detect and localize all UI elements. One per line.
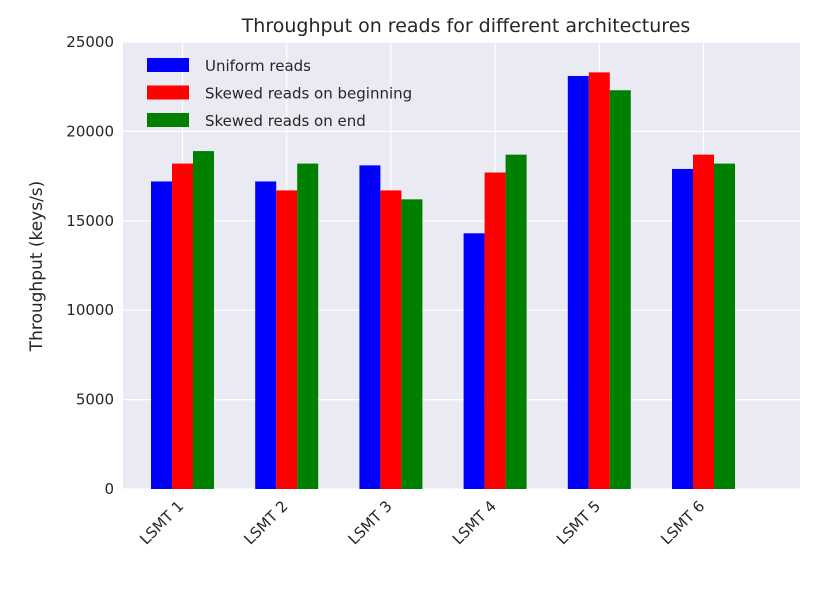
bar bbox=[714, 163, 735, 490]
bar bbox=[380, 190, 402, 490]
legend-label: Uniform reads bbox=[205, 57, 311, 75]
bar bbox=[193, 151, 214, 489]
x-tick-label: LSMT 6 bbox=[657, 497, 708, 548]
bar bbox=[359, 165, 381, 489]
bar bbox=[693, 154, 714, 490]
legend-label: Skewed reads on beginning bbox=[205, 85, 412, 103]
y-tick-label: 0 bbox=[104, 480, 114, 498]
bar bbox=[567, 75, 589, 490]
legend: Uniform reads Skewed reads on beginning Sk… bbox=[147, 57, 412, 130]
y-tick-label: 20000 bbox=[66, 122, 114, 140]
bar bbox=[276, 190, 298, 490]
legend-swatch bbox=[147, 58, 189, 72]
bar bbox=[672, 168, 693, 489]
legend-swatch bbox=[147, 85, 189, 100]
bar bbox=[484, 172, 506, 490]
y-tick-label: 5000 bbox=[76, 391, 114, 409]
legend-label: Skewed reads on end bbox=[205, 112, 366, 130]
y-tick-label: 10000 bbox=[66, 301, 114, 319]
x-tick-label: LSMT 4 bbox=[449, 497, 500, 548]
y-tick-label: 25000 bbox=[66, 33, 114, 51]
bar bbox=[151, 181, 172, 490]
legend-swatch bbox=[147, 113, 189, 127]
y-axis-label: Throughput (keys/s) bbox=[27, 181, 47, 353]
bar bbox=[463, 233, 485, 489]
bar bbox=[505, 154, 527, 490]
bar bbox=[297, 163, 319, 490]
bar bbox=[255, 181, 277, 490]
x-tick-label: LSMT 2 bbox=[240, 497, 291, 548]
x-tick-label: LSMT 5 bbox=[553, 497, 604, 548]
bar bbox=[609, 90, 631, 489]
bar bbox=[172, 163, 193, 490]
bar bbox=[588, 72, 610, 489]
chart-title: Throughput on reads for different archit… bbox=[241, 15, 691, 37]
y-tick-label: 15000 bbox=[66, 212, 114, 230]
x-tick-label: LSMT 1 bbox=[136, 497, 187, 548]
bar bbox=[401, 199, 423, 489]
plot-area: 0 5000 10000 15000 20000 25000 LSMT 1 LSMT 2 LSM… bbox=[66, 33, 800, 548]
x-tick-label: LSMT 3 bbox=[345, 497, 396, 548]
